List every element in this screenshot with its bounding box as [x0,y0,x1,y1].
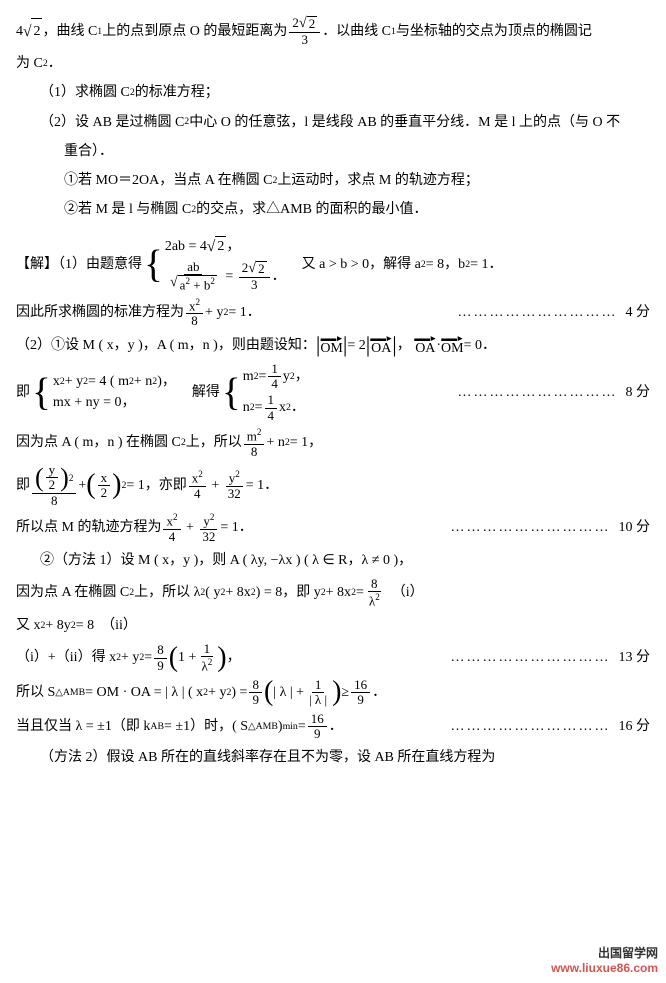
vec-OM: ▬▬►OM [441,335,464,355]
sol2-1-sys: 即 { x2 + y2 = 4 ( m2 + n2)， mx + ny = 0，… [16,362,650,423]
dots: ………………………… [249,645,611,670]
sol2-1-traj: 所以点 M 的轨迹方程为 x24 + y232 = 1． ………………………… … [16,512,650,544]
dots: ………………………… [351,714,611,739]
sol2-1-setup: （2）①设 M ( x，y )，A ( m，n )，则由题设知： ▬▬►OM =… [16,333,650,358]
sol2-2-l5: 所以 S△AMB = OM · OA = | λ | ( x2 + y2 ) =… [16,678,650,708]
dots: ………………………… [261,515,611,540]
score-16: 16 分 [619,714,651,739]
q1: （1）求椭圆 C2 的标准方程； [16,80,650,105]
abs-OM: ▬▬►OM [316,335,348,355]
intro-line-2: 为 C2 ． [16,51,650,76]
text: 与坐标轴的交点为顶点的椭圆记 [396,19,592,44]
sol2-2-l2: 因为点 A 在椭圆 C2 上，所以 λ2 ( y2 + 8x2 ) = 8，即 … [16,577,650,609]
sol2-1-pointA: 因为点 A ( m，n ) 在椭圆 C2 上，所以 m28 + n2 = 1， [16,427,650,459]
score-13: 13 分 [619,645,651,670]
watermark-title: 出国留学网 [551,946,658,960]
sqrt-2: 2 [23,18,42,46]
vec-OA: ▬▬►OA [414,335,436,355]
abs-OA: ▬▬►OA [366,335,397,355]
sol2-2-l6: 当且仅当 λ = ±1（即 kAB = ±1）时，( S△AMB )min = … [16,712,650,742]
sol2-2-method2: （方法 2）假设 AB 所在的直线斜率存在且不为零，设 AB 所在直线方程为 [16,745,650,770]
frac: 22 3 [289,16,320,47]
q2-sub2: ②若 M 是 l 与椭圆 C2 的交点，求△AMB 的面积的最小值． [16,197,650,222]
watermark-url: www.liuxue86.com [551,961,658,975]
text: ．以曲线 C [322,19,391,44]
text: ． [48,51,62,76]
text: 为 C [16,51,43,76]
text: 4 [16,19,23,44]
score-4: 4 分 [626,300,651,325]
dots: ………………………… [319,380,618,405]
dots: ………………………… [269,300,618,325]
sol2-2-l3: 又 x2 + 8y2 = 8 （ii） [16,613,650,638]
sol1: 【解】（1）由题意得 { 2ab = 42， ab a2 + b2 = 22 3… [16,236,650,292]
text: ，曲线 C [42,19,97,44]
q2-sub1: ①若 MO＝2OA，当点 A 在椭圆 C2 上运动时，求点 M 的轨迹方程； [16,168,650,193]
sol2-1-eqline: 即 (y2)2 8 + (x2)2 = 1，亦即 x24 + y232 = 1． [16,463,650,508]
score-8: 8 分 [626,380,651,405]
sol2-2-l4: （i）+（ii）得 x2 + y2 = 89 (1 + 1λ2) ， ……………… [16,642,650,674]
text: 上的点到原点 O 的最短距离为 [102,19,287,44]
system: { 2ab = 42， ab a2 + b2 = 22 3 ． [144,236,286,292]
score-10: 10 分 [619,515,651,540]
intro-line-1: 4 2 ，曲线 C1 上的点到原点 O 的最短距离为 22 3 ．以曲线 C1 … [16,16,650,47]
sol2-2-l1: ②（方法 1）设 M ( x，y )，则 A ( λy, −λx ) ( λ ∈… [16,548,650,573]
sol1-std: 因此所求椭圆的标准方程为 x28 + y2 = 1． ………………………… 4 … [16,297,650,329]
q2: （2）设 AB 是过椭圆 C2 中心 O 的任意弦，l 是线段 AB 的垂直平分… [16,110,650,135]
watermark: 出国留学网 www.liuxue86.com [551,946,658,975]
q2-cont: 重合）． [16,139,650,164]
